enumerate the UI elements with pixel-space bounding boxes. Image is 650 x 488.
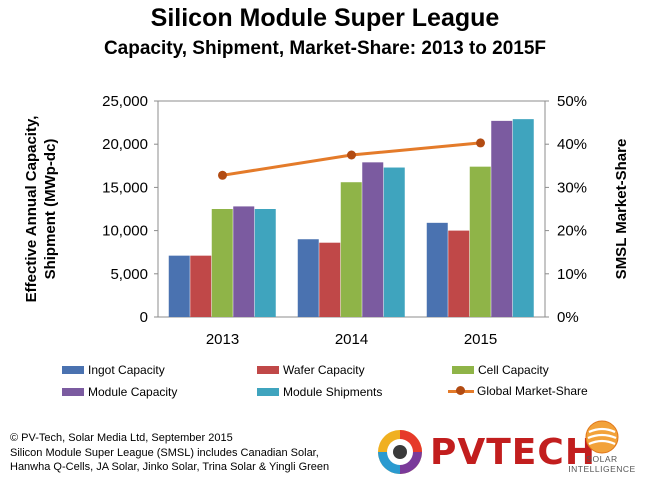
legend-label: Wafer Capacity (283, 363, 365, 377)
bar (362, 162, 384, 317)
legend-swatch (257, 366, 279, 374)
solar-intelligence-logo-icon (585, 420, 619, 454)
legend-swatch (257, 388, 279, 396)
legend-label: Cell Capacity (478, 363, 549, 377)
legend-label: Ingot Capacity (88, 363, 165, 377)
y-axis-label: Effective Annual Capacity, (23, 116, 40, 303)
source-line: © PV-Tech, Solar Media Ltd, September 20… (10, 432, 233, 444)
legend-item-module-shipments: Module Shipments (257, 385, 382, 399)
source-note: © PV-Tech, Solar Media Ltd, September 20… (10, 431, 329, 475)
x-tick-label: 2015 (464, 331, 497, 348)
legend-swatch (452, 366, 474, 374)
bar (297, 239, 319, 317)
legend-item-wafer: Wafer Capacity (257, 363, 365, 377)
y-tick-label: 20,000 (102, 136, 148, 153)
y2-tick-label: 20% (557, 223, 587, 240)
legend-item-cell: Cell Capacity (452, 363, 549, 377)
y2-tick-label: 50% (557, 93, 587, 110)
legend-line-marker (448, 386, 474, 396)
chart-legend: Ingot Capacity Wafer Capacity Cell Capac… (62, 363, 622, 409)
market-share-point (347, 150, 356, 160)
solar-intelligence-logo-text: SOLAR INTELLIGENCE (568, 454, 636, 474)
bar (512, 119, 534, 317)
bar (190, 255, 212, 317)
y-tick-label: 25,000 (102, 93, 148, 110)
bar (426, 222, 448, 317)
chart-subtitle: Capacity, Shipment, Market-Share: 2013 t… (103, 38, 547, 59)
legend-swatch (62, 388, 84, 396)
y2-tick-label: 0% (557, 309, 579, 326)
y2-tick-label: 30% (557, 179, 587, 196)
bar (469, 166, 491, 317)
bar (254, 209, 276, 317)
chart: 0 5,000 10,000 15,000 20,000 25,000 0% 10% 20% 30… (23, 93, 630, 348)
y-axis-label: Shipment (MWp-dc) (42, 139, 59, 280)
bar (491, 120, 513, 317)
source-line: Hanwha Q-Cells, JA Solar, Jinko Solar, T… (10, 461, 330, 473)
y-tick-label: 10,000 (102, 223, 148, 240)
bar (340, 182, 362, 317)
y2-tick-label: 10% (557, 266, 587, 283)
y2-axis-label: SMSL Market-Share (613, 139, 630, 280)
legend-swatch (62, 366, 84, 374)
x-tick-label: 2013 (206, 331, 239, 348)
legend-label: Module Shipments (283, 385, 383, 399)
legend-item-ingot: Ingot Capacity (62, 363, 165, 377)
legend-label: Global Market-Share (477, 384, 588, 398)
pvtech-logo-mark (378, 430, 422, 474)
bar (319, 242, 341, 317)
pvtech-logo-text: PVTECH (430, 432, 596, 473)
market-share-point (476, 138, 485, 148)
bar (233, 206, 255, 317)
y-tick-label: 0 (140, 309, 148, 326)
legend-item-market-share: Global Market-Share (448, 384, 588, 398)
bar (168, 255, 190, 317)
x-tick-label: 2014 (335, 331, 368, 348)
bar (211, 209, 233, 317)
market-share-point (218, 170, 227, 180)
legend-label: Module Capacity (88, 385, 178, 399)
bar (383, 167, 405, 317)
y2-tick-label: 40% (557, 136, 587, 153)
source-line: Silicon Module Super League (SMSL) inclu… (10, 446, 319, 459)
chart-title: Silicon Module Super League (150, 4, 500, 32)
legend-item-module-capacity: Module Capacity (62, 385, 177, 399)
y-tick-label: 15,000 (102, 179, 148, 196)
y-tick-label: 5,000 (110, 266, 148, 283)
bar (448, 230, 470, 317)
